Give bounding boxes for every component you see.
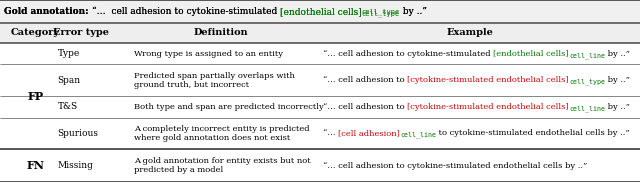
Text: A gold annotation for entity exists but not: A gold annotation for entity exists but … <box>134 157 311 165</box>
Text: [endothelial cells]: [endothelial cells] <box>280 7 362 16</box>
Text: Category: Category <box>11 28 60 37</box>
Text: “…  cell adhesion to cytokine-stimulated: “… cell adhesion to cytokine-stimulated <box>92 7 280 16</box>
Text: A completely incorrect entity is predicted: A completely incorrect entity is predict… <box>134 125 310 133</box>
Text: [cell adhesion]: [cell adhesion] <box>339 129 401 137</box>
Text: Span: Span <box>58 76 81 85</box>
Text: cell_line: cell_line <box>569 52 605 59</box>
Text: “… cell adhesion to cytokine-stimulated: “… cell adhesion to cytokine-stimulated <box>323 50 493 58</box>
Text: Type: Type <box>58 49 80 58</box>
Text: cell_type: cell_type <box>362 10 400 17</box>
Text: cell_type: cell_type <box>569 78 605 85</box>
Bar <box>0 0 640 23</box>
Text: cell_type: cell_type <box>362 8 400 15</box>
Text: FP: FP <box>27 91 44 102</box>
Text: “… cell adhesion to cytokine-stimulated endothelial cells by ..”: “… cell adhesion to cytokine-stimulated … <box>323 162 588 170</box>
Text: Predicted span partially overlaps with: Predicted span partially overlaps with <box>134 72 295 80</box>
Text: Error type: Error type <box>53 28 109 37</box>
Text: by ..”: by ..” <box>605 76 630 84</box>
Text: by ..”: by ..” <box>400 7 427 16</box>
Text: Gold annotation:: Gold annotation: <box>4 7 92 16</box>
Text: Both type and span are predicted incorrectly: Both type and span are predicted incorre… <box>134 103 324 111</box>
Text: Wrong type is assigned to an entity: Wrong type is assigned to an entity <box>134 50 284 58</box>
Text: ground truth, but incorrect: ground truth, but incorrect <box>134 81 250 89</box>
Text: [cytokine-stimulated endothelial cells]: [cytokine-stimulated endothelial cells] <box>408 76 569 84</box>
Text: “… cell adhesion to: “… cell adhesion to <box>323 76 408 84</box>
Text: “…: “… <box>323 129 339 137</box>
Text: cell_line: cell_line <box>401 132 436 138</box>
Text: cell_line: cell_line <box>569 105 605 112</box>
Text: [endothelial cells]: [endothelial cells] <box>493 50 569 58</box>
Text: [endothelial cells]: [endothelial cells] <box>280 7 362 16</box>
Text: Gold annotation:: Gold annotation: <box>4 7 92 16</box>
Text: to cytokine-stimulated endothelial cells by ..”: to cytokine-stimulated endothelial cells… <box>436 129 630 137</box>
Text: by ..”: by ..” <box>605 50 630 58</box>
Text: where gold annotation does not exist: where gold annotation does not exist <box>134 134 291 142</box>
Text: [cytokine-stimulated endothelial cells]: [cytokine-stimulated endothelial cells] <box>408 103 569 111</box>
Text: predicted by a model: predicted by a model <box>134 166 223 174</box>
Text: Spurious: Spurious <box>58 129 99 138</box>
Text: Missing: Missing <box>58 161 93 170</box>
Text: “… cell adhesion to: “… cell adhesion to <box>323 103 408 111</box>
Text: by ..”: by ..” <box>400 7 427 16</box>
Text: FN: FN <box>26 160 44 171</box>
Bar <box>0 23 640 43</box>
Text: Definition: Definition <box>193 28 248 37</box>
Text: “…  cell adhesion to cytokine-stimulated: “… cell adhesion to cytokine-stimulated <box>92 7 280 16</box>
Text: T&S: T&S <box>58 102 77 111</box>
Text: by ..”: by ..” <box>605 103 630 111</box>
Text: Example: Example <box>447 28 494 37</box>
